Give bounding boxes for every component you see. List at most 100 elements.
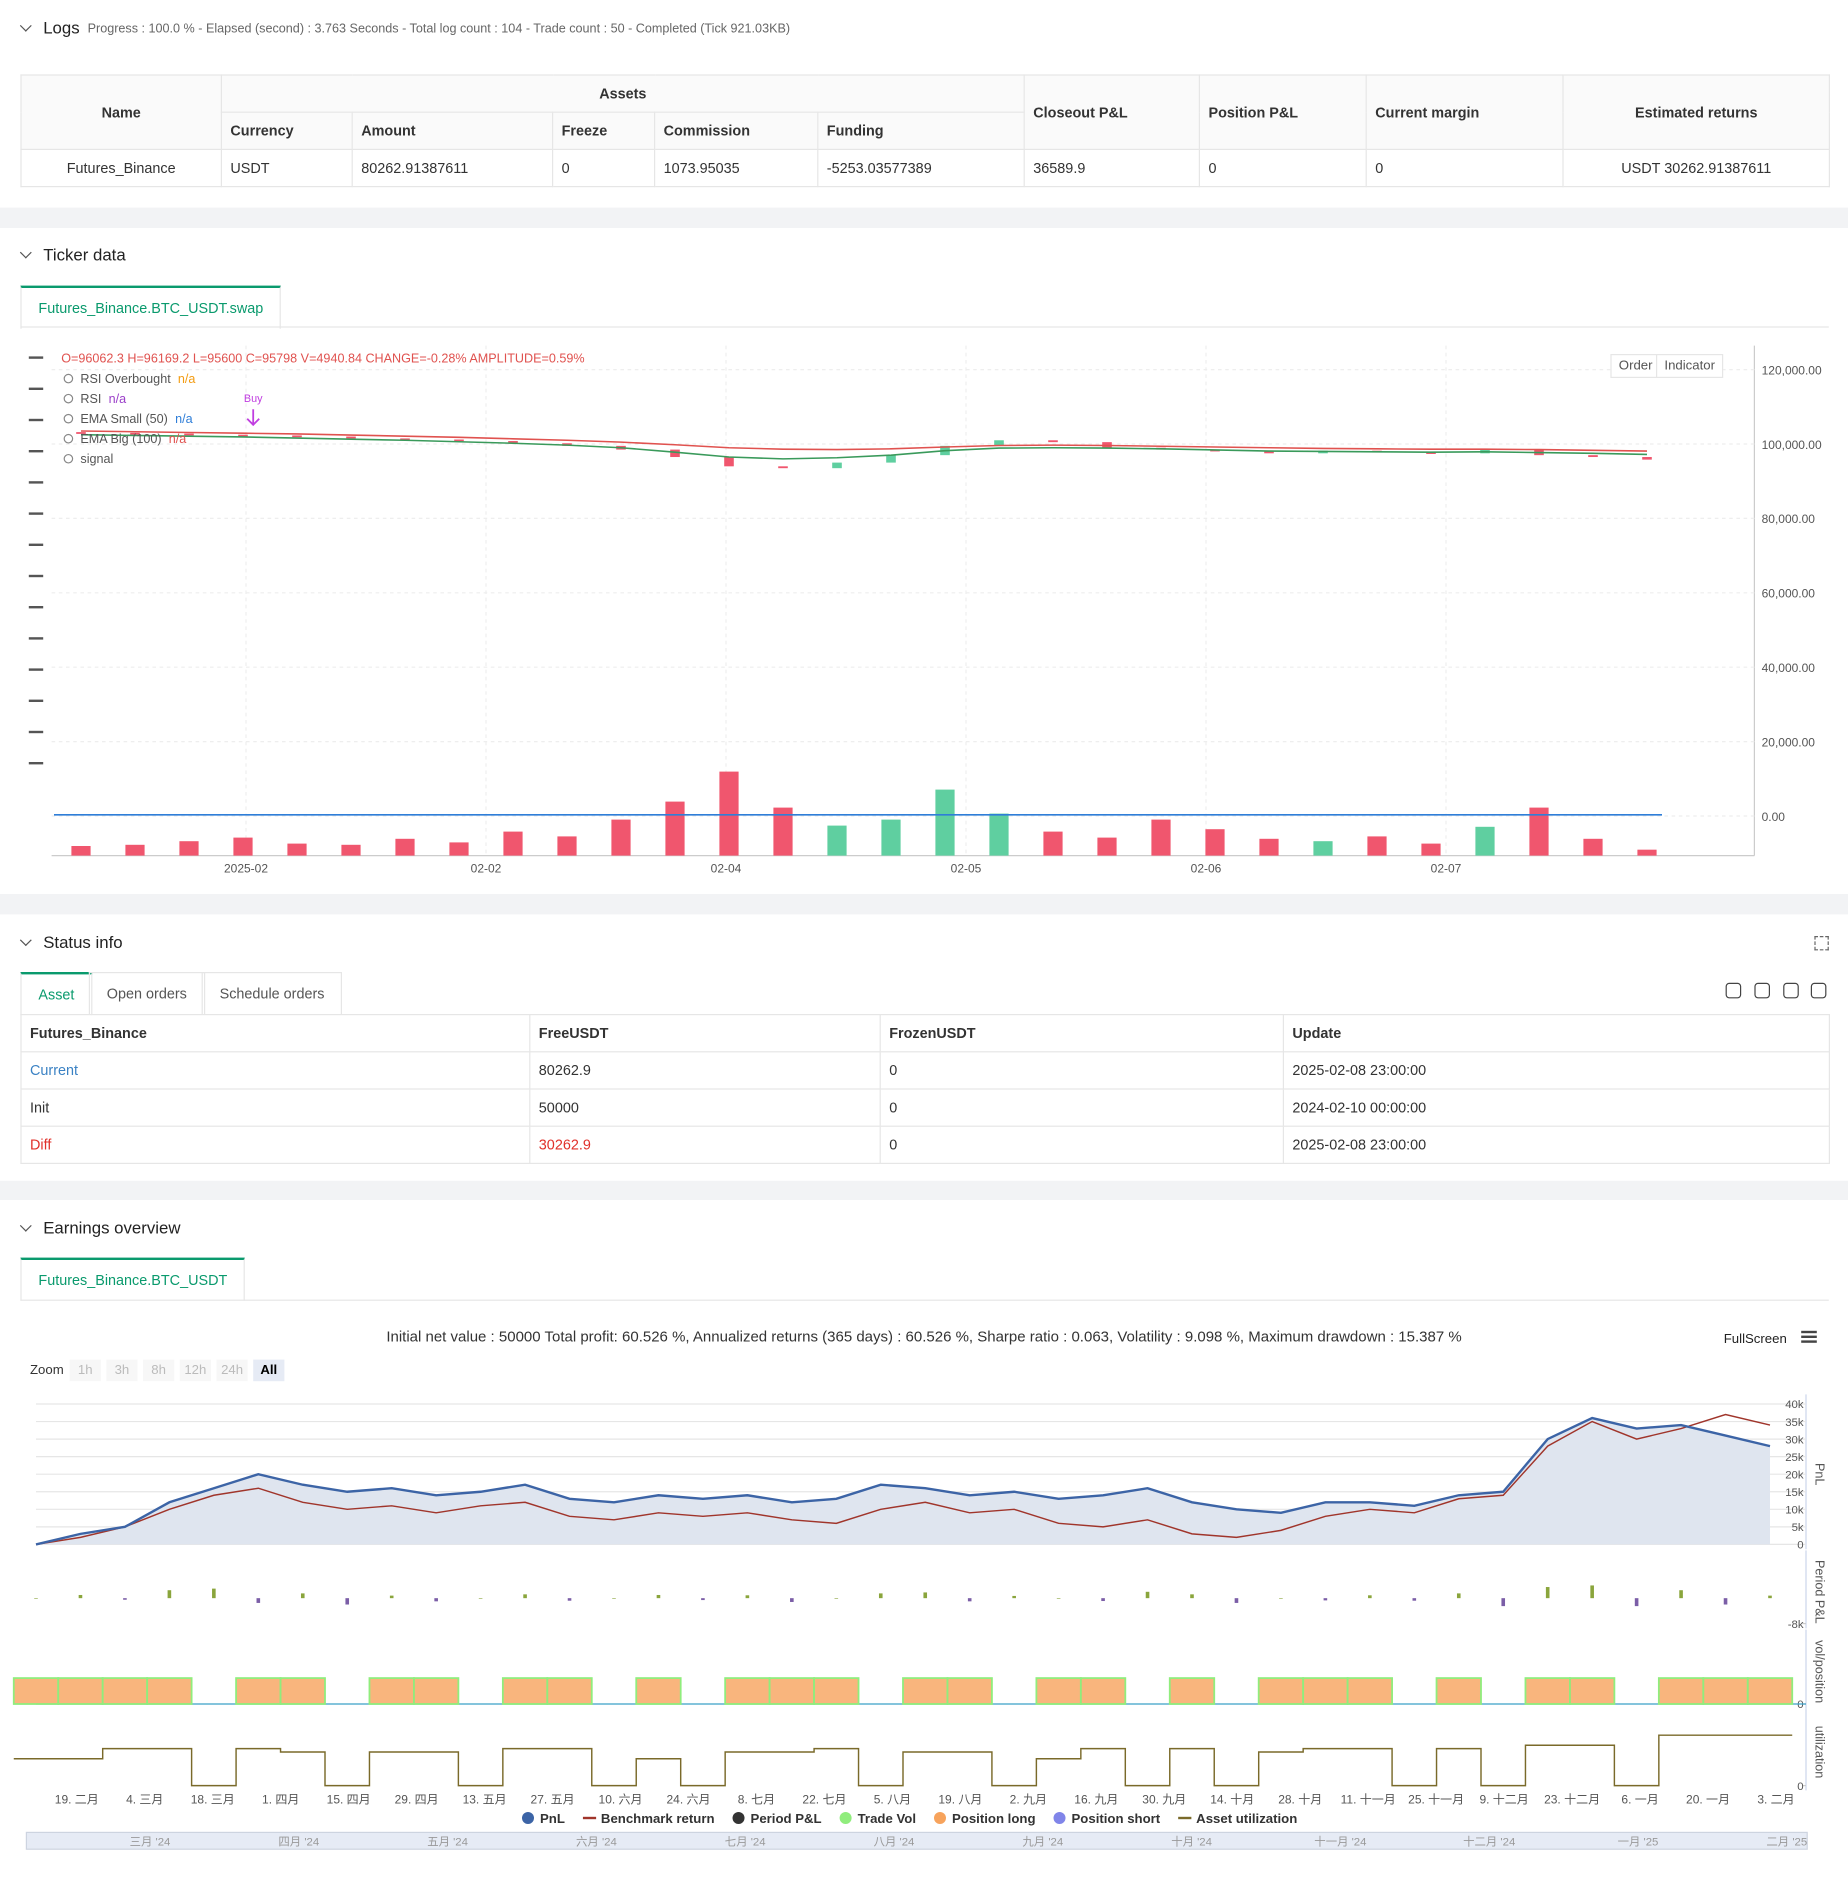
y-tick-label: 5k xyxy=(1792,1522,1804,1534)
log-summary: Progress : 100.0 % - Elapsed (second) : … xyxy=(87,21,791,36)
x-tick-label: 19. 二月 xyxy=(55,1793,99,1807)
toolbar-icon xyxy=(28,606,44,609)
volume-bar xyxy=(719,771,739,856)
fullscreen-icon[interactable] xyxy=(1814,936,1829,951)
candle xyxy=(292,435,302,438)
period-bar xyxy=(1634,1598,1639,1607)
candle xyxy=(778,466,788,469)
period-bar xyxy=(878,1593,883,1599)
period-bar xyxy=(1190,1594,1194,1599)
period-bar xyxy=(78,1594,83,1599)
header-cell: Position P&L xyxy=(1198,74,1367,151)
zoom-button-bg xyxy=(216,1359,248,1382)
x-tick-label: 23. 十二月 xyxy=(1544,1793,1600,1807)
period-bar xyxy=(656,1594,661,1599)
x-tick-label: 27. 五月 xyxy=(531,1793,575,1807)
zoom-button-bg xyxy=(253,1359,285,1382)
zoom-button: 1h xyxy=(78,1362,93,1377)
position-bar xyxy=(813,1677,860,1705)
candle xyxy=(1264,451,1274,454)
data-cell: 2025-02-08 23:00:00 xyxy=(1282,1125,1831,1165)
volume-bar xyxy=(1367,836,1387,856)
toolbar-icon xyxy=(28,574,44,578)
chart-button[interactable]: Order xyxy=(1610,354,1661,378)
toolbar-icon[interactable] xyxy=(1810,982,1827,999)
position-bar xyxy=(235,1677,282,1705)
x-tick-label: 2025-02 xyxy=(224,861,268,875)
candle xyxy=(670,449,680,458)
earnings-tab[interactable]: Futures_Binance.BTC_USDT xyxy=(20,1257,246,1301)
legend-entry[interactable]: Position long xyxy=(952,1811,1036,1826)
period-bar xyxy=(1056,1598,1061,1599)
period-bar xyxy=(34,1598,38,1599)
position-bar xyxy=(368,1677,415,1705)
x-tick-label: 28. 十月 xyxy=(1278,1793,1322,1807)
status-tab[interactable]: Open orders xyxy=(88,972,205,1015)
position-bar xyxy=(57,1677,104,1705)
legend-entry[interactable]: Asset utilization xyxy=(1196,1811,1297,1826)
position-bar xyxy=(768,1677,815,1705)
period-bar xyxy=(478,1598,483,1599)
period-bar xyxy=(1723,1598,1728,1605)
y-tick-label: 0 xyxy=(1797,1699,1803,1711)
header-cell: Futures_Binance xyxy=(20,1014,531,1053)
toolbar-icon[interactable] xyxy=(1754,982,1771,999)
volume-bar xyxy=(1097,837,1117,856)
period-bar xyxy=(1012,1595,1016,1599)
data-cell: Current xyxy=(20,1051,531,1090)
legend-entry[interactable]: Trade Vol xyxy=(858,1811,916,1826)
legend-entry[interactable]: Position short xyxy=(1072,1811,1161,1826)
x-tick-label: 5. 八月 xyxy=(874,1793,911,1807)
panel-title: vol/position xyxy=(1813,1640,1827,1703)
toolbar-icon xyxy=(28,543,44,546)
period-bar xyxy=(923,1592,928,1599)
zoom-button-bg xyxy=(179,1359,211,1382)
subheader-cell: Freeze xyxy=(552,111,656,151)
pnl-area xyxy=(36,1418,1771,1545)
logs-table: Name Assets Closeout P&L Position P&L Curren… xyxy=(20,74,1831,188)
legend-entry[interactable]: PnL xyxy=(540,1811,565,1826)
position-bar xyxy=(724,1677,771,1705)
navigator-label: 八月 '24 xyxy=(874,1837,915,1849)
position-bar xyxy=(1168,1677,1216,1705)
period-bar xyxy=(1768,1595,1772,1599)
chart-button[interactable]: Indicator xyxy=(1656,354,1724,378)
y-tick-label: 40,000.00 xyxy=(1762,661,1816,675)
panel-title: utilization xyxy=(1813,1726,1827,1779)
panel-title: PnL xyxy=(1813,1463,1827,1485)
volume-bar xyxy=(125,844,145,856)
status-tab[interactable]: Asset xyxy=(20,972,93,1016)
legend-entry[interactable]: Period P&L xyxy=(751,1811,822,1826)
period-bar xyxy=(1323,1598,1328,1601)
tab-underline xyxy=(20,326,1829,328)
data-cell: 80262.91387611 xyxy=(351,148,554,188)
toolbar-icon[interactable] xyxy=(1783,982,1799,999)
section-title: Logs xyxy=(43,18,80,38)
legend-entry[interactable]: Benchmark return xyxy=(601,1811,715,1826)
ticker-tab[interactable]: Futures_Binance.BTC_USDT.swap xyxy=(20,285,282,329)
toolbar-icon[interactable] xyxy=(1725,982,1742,999)
period-bar xyxy=(1501,1598,1506,1607)
candle xyxy=(400,438,410,441)
data-cell: 80262.9 xyxy=(529,1051,881,1090)
position-bar xyxy=(1079,1677,1127,1705)
position-bar xyxy=(1657,1677,1705,1705)
y-tick-label: 60,000.00 xyxy=(1762,587,1816,601)
candle xyxy=(1426,452,1436,454)
volume-bar xyxy=(287,843,307,856)
volume-bar xyxy=(773,807,793,856)
candle xyxy=(454,439,464,442)
header-cell: Update xyxy=(1282,1014,1831,1053)
header-cell: Assets xyxy=(220,74,1025,113)
period-bar xyxy=(1234,1598,1239,1603)
status-tab[interactable]: Schedule orders xyxy=(201,972,343,1015)
period-bar xyxy=(745,1595,750,1599)
legend-eye xyxy=(63,413,74,424)
candle xyxy=(1588,455,1598,458)
period-bar xyxy=(701,1598,705,1601)
y-tick-label: 0.00 xyxy=(1762,810,1786,824)
position-bar xyxy=(1035,1677,1082,1705)
volume-bar xyxy=(935,789,955,856)
y-tick-label: -8k xyxy=(1788,1619,1804,1631)
subheader-cell: Commission xyxy=(654,111,819,151)
